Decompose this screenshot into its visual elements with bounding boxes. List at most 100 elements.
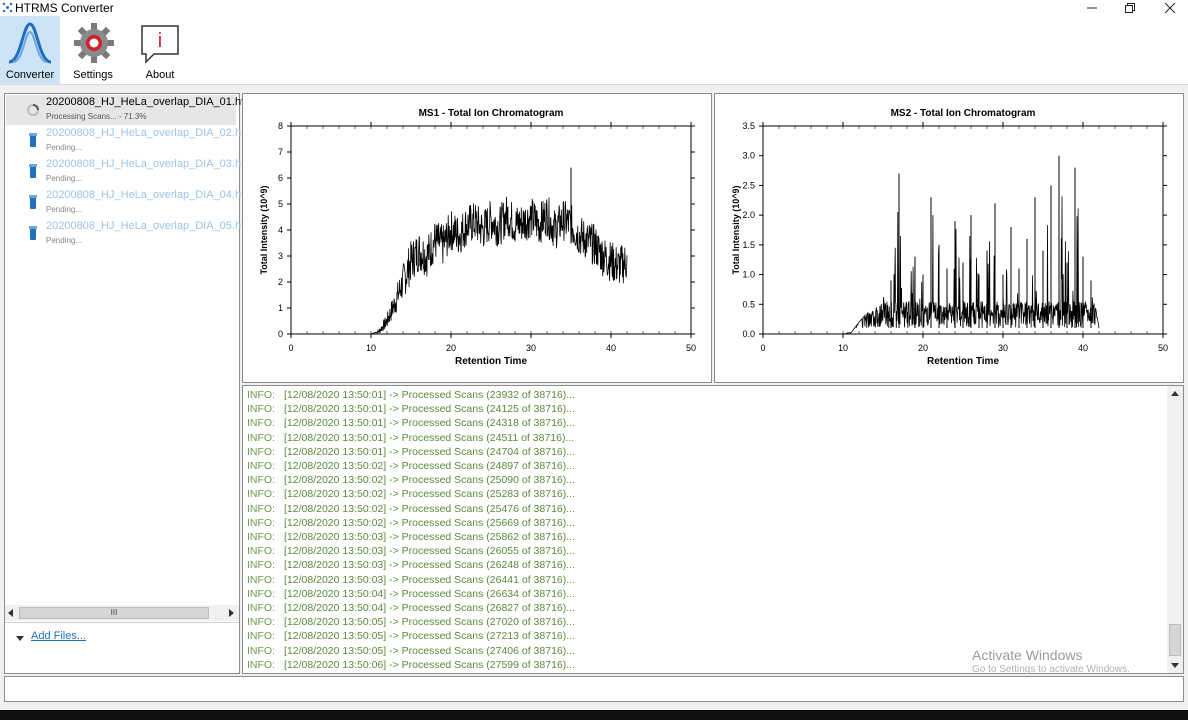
y-tick-label: 0 (278, 329, 283, 339)
log-line: INFO: [12/08/2020 13:50:02] -> Processed … (247, 503, 575, 515)
status-bar (4, 676, 1184, 702)
log-scroll-thumb[interactable] (1169, 624, 1181, 656)
chart-title: MS2 - Total Ion Chromatogram (891, 108, 1036, 119)
log-level: INFO: (247, 460, 275, 472)
file-name: 20200808_HJ_HeLa_overlap_DIA_04.ht... (46, 189, 254, 201)
log-line: INFO: [12/08/2020 13:50:01] -> Processed … (247, 389, 575, 401)
about-glyph: i (158, 30, 162, 52)
log-line: INFO: [12/08/2020 13:50:03] -> Processed … (247, 531, 575, 543)
log-level: INFO: (247, 616, 275, 629)
log-line: INFO: [12/08/2020 13:50:03] -> Processed … (247, 559, 575, 571)
taskbar (0, 710, 1188, 720)
log-line: INFO: [12/08/2020 13:50:04] -> Processed … (247, 602, 575, 614)
add-files-link[interactable]: Add Files... (31, 630, 87, 642)
file-name: 20200808_HJ_HeLa_overlap_DIA_03.ht... (46, 158, 254, 170)
scroll-thumb[interactable]: III (19, 607, 209, 619)
pending-file-icon (29, 226, 37, 240)
log-vscrollbar[interactable] (1167, 386, 1183, 673)
y-tick-label: 1 (278, 303, 283, 313)
log-message: [12/08/2020 13:50:01] -> Processed Scans… (284, 403, 575, 416)
file-item-5[interactable]: 20200808_HJ_HeLa_overlap_DIA_05.ht... Pe… (6, 219, 253, 249)
log-message: [12/08/2020 13:50:02] -> Processed Scans… (284, 460, 575, 472)
log-level: INFO: (247, 488, 275, 501)
about-label: About (145, 69, 175, 81)
log-level: INFO: (247, 403, 275, 416)
y-tick-label: 3 (278, 251, 283, 261)
log-line: INFO: [12/08/2020 13:50:02] -> Processed … (247, 517, 575, 529)
settings-button[interactable]: Settings (64, 16, 122, 84)
log-level: INFO: (247, 474, 275, 487)
converter-button[interactable]: Converter (0, 16, 60, 84)
divider (5, 622, 239, 623)
log-message: [12/08/2020 13:50:03] -> Processed Scans… (284, 545, 575, 558)
log-message: [12/08/2020 13:50:02] -> Processed Scans… (284, 502, 575, 515)
scroll-down-icon[interactable] (1171, 661, 1179, 669)
scroll-left-icon[interactable] (7, 609, 15, 617)
log-level: INFO: (247, 658, 275, 671)
log-message: [12/08/2020 13:50:05] -> Processed Scans… (284, 630, 575, 643)
log-line: INFO: [12/08/2020 13:50:05] -> Processed … (247, 630, 575, 642)
log-line: INFO: [12/08/2020 13:50:02] -> Processed … (247, 460, 575, 472)
spinner-icon (27, 104, 39, 116)
log-line: INFO: [12/08/2020 13:50:02] -> Processed … (247, 488, 575, 500)
file-list-pane: 20200808_HJ_HeLa_overlap_DIA_01.ht... Pr… (4, 93, 253, 674)
file-item-3[interactable]: 20200808_HJ_HeLa_overlap_DIA_03.ht... Pe… (6, 157, 253, 187)
ms2-chart: MS2 - Total Ion Chromatogram 0 10 20 30 40 50 0… (731, 108, 1168, 367)
y-tick-label: 3.0 (742, 151, 755, 161)
app-icon (2, 2, 13, 13)
x-tick-label: 30 (526, 343, 536, 353)
y-tick-label: 2 (278, 277, 283, 287)
log-message: [12/08/2020 13:50:04] -> Processed Scans… (284, 587, 575, 600)
log-level: INFO: (247, 587, 275, 600)
log-message: [12/08/2020 13:50:05] -> Processed Scans… (284, 644, 575, 657)
y-axis-label: Total Intensity (10^9) (731, 185, 741, 274)
log-level: INFO: (247, 602, 275, 614)
log-level: INFO: (247, 445, 275, 458)
scroll-right-icon[interactable] (227, 609, 235, 617)
file-item-4[interactable]: 20200808_HJ_HeLa_overlap_DIA_04.ht... Pe… (6, 188, 253, 218)
settings-label: Settings (73, 69, 113, 81)
ms1-chart: MS1 - Total Ion Chromatogram 0 10 20 30 40 50 0… (259, 108, 696, 367)
activation-watermark-title: Activate Windows (972, 647, 1083, 663)
x-tick-label: 20 (918, 343, 928, 353)
log-message: [12/08/2020 13:50:03] -> Processed Scans… (284, 531, 575, 543)
chevron-down-icon[interactable] (15, 633, 25, 643)
y-tick-label: 3.5 (742, 121, 755, 131)
log-line: INFO: [12/08/2020 13:50:01] -> Processed … (247, 417, 575, 429)
x-tick-label: 30 (998, 343, 1008, 353)
log-message: [12/08/2020 13:50:03] -> Processed Scans… (284, 559, 575, 572)
log-message: [12/08/2020 13:50:01] -> Processed Scans… (284, 417, 575, 430)
log-message: [12/08/2020 13:50:03] -> Processed Scans… (284, 573, 575, 586)
file-list-hscrollbar[interactable]: III (5, 605, 239, 621)
info-bubble-icon: i (141, 25, 179, 64)
restore-button[interactable] (1110, 0, 1150, 16)
about-button[interactable]: i About (132, 16, 188, 84)
log-line: INFO: [12/08/2020 13:50:02] -> Processed … (247, 474, 575, 486)
close-button[interactable] (1150, 0, 1188, 16)
gear-icon (74, 23, 114, 63)
y-tick-label: 2.0 (742, 210, 755, 220)
file-status: Pending... (46, 236, 83, 245)
file-name: 20200808_HJ_HeLa_overlap_DIA_01.ht... (46, 96, 254, 108)
log-level: INFO: (247, 431, 275, 444)
log-line: INFO: [12/08/2020 13:50:01] -> Processed … (247, 432, 574, 444)
scroll-up-icon[interactable] (1171, 390, 1179, 398)
x-tick-label: 50 (1158, 343, 1168, 353)
x-tick-label: 0 (288, 343, 293, 353)
log-message: [12/08/2020 13:50:01] -> Processed Scans… (284, 445, 575, 458)
pending-file-icon (29, 133, 37, 147)
x-tick-label: 20 (446, 343, 456, 353)
file-item-2[interactable]: 20200808_HJ_HeLa_overlap_DIA_02.ht... Pe… (6, 126, 253, 156)
pending-file-icon (29, 164, 37, 178)
minimize-button[interactable] (1072, 0, 1112, 16)
file-name: 20200808_HJ_HeLa_overlap_DIA_02.ht... (46, 127, 254, 139)
log-pane[interactable]: INFO: [12/08/2020 13:50:01] -> Processed … (242, 385, 1184, 674)
log-level: INFO: (247, 417, 275, 430)
log-message: [12/08/2020 13:50:06] -> Processed Scans… (284, 658, 575, 671)
log-line: INFO: [12/08/2020 13:50:03] -> Processed … (247, 545, 575, 557)
log-line: INFO: [12/08/2020 13:50:03] -> Processed … (247, 574, 575, 586)
file-status: Pending... (46, 205, 83, 214)
log-line: INFO: [12/08/2020 13:50:01] -> Processed … (247, 403, 575, 415)
minimize-icon (1087, 7, 1097, 9)
file-item-1[interactable]: 20200808_HJ_HeLa_overlap_DIA_01.ht... Pr… (6, 95, 253, 125)
